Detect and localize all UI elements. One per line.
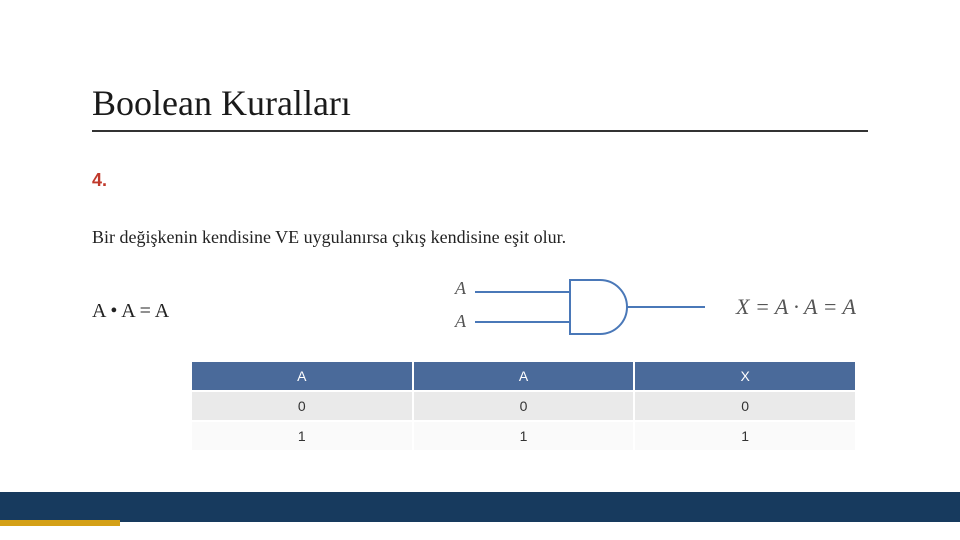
title-underline	[92, 130, 868, 132]
rule-description: Bir değişkenin kendisine VE uygulanırsa …	[92, 225, 566, 249]
footer-bar	[0, 492, 960, 522]
table-header-row: A A X	[191, 361, 856, 391]
table-cell: 0	[413, 391, 635, 421]
table-row: 0 0 0	[191, 391, 856, 421]
table-row: 1 1 1	[191, 421, 856, 451]
table-cell: 0	[191, 391, 413, 421]
footer-accent	[0, 520, 120, 526]
table-header-cell: A	[413, 361, 635, 391]
table-header-cell: X	[634, 361, 856, 391]
output-equation: X = A · A = A	[736, 294, 856, 320]
and-gate-diagram: A A	[450, 272, 720, 342]
table-cell: 1	[191, 421, 413, 451]
table-header-cell: A	[191, 361, 413, 391]
table-cell: 1	[413, 421, 635, 451]
gate-input-top-label: A	[454, 278, 467, 298]
table-cell: 1	[634, 421, 856, 451]
slide: Boolean Kuralları 4. Bir değişkenin kend…	[0, 0, 960, 540]
formula-text: A • A = A	[92, 300, 169, 323]
gate-input-bottom-label: A	[454, 311, 467, 331]
truth-table: A A X 0 0 0 1 1 1	[190, 360, 857, 452]
table-cell: 0	[634, 391, 856, 421]
page-title: Boolean Kuralları	[92, 82, 351, 124]
rule-number: 4.	[92, 170, 107, 191]
